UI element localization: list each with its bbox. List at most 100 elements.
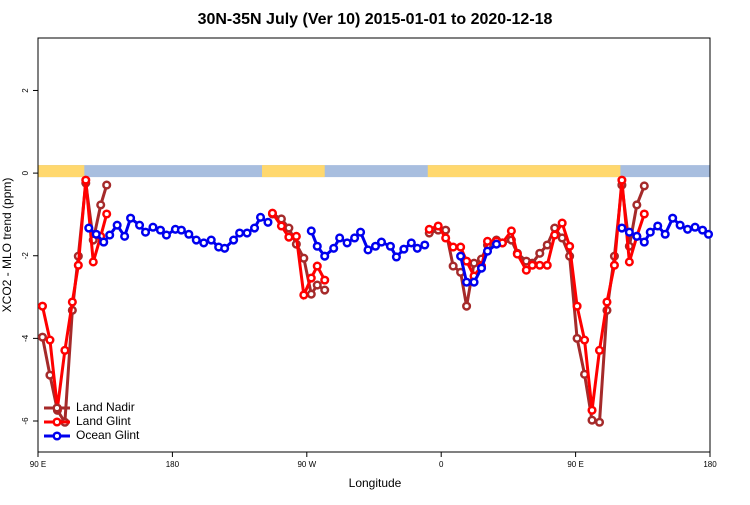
- point: [527, 260, 537, 270]
- point: [703, 229, 714, 239]
- point: [329, 243, 339, 253]
- x-tick-label: 180: [166, 460, 180, 469]
- point: [356, 227, 366, 237]
- y-tick-label: 2: [21, 88, 30, 93]
- point: [96, 200, 106, 210]
- point: [660, 229, 670, 239]
- point: [206, 235, 216, 245]
- x-tick-label: 0: [439, 460, 444, 469]
- point: [420, 240, 430, 250]
- point: [624, 227, 634, 237]
- point: [491, 239, 502, 249]
- y-tick-label: -6: [21, 417, 30, 425]
- point: [399, 244, 409, 254]
- point: [350, 233, 360, 243]
- point: [84, 223, 94, 233]
- point: [134, 220, 145, 230]
- point: [320, 251, 330, 261]
- point: [697, 225, 708, 235]
- point: [690, 222, 700, 232]
- point: [639, 209, 649, 219]
- land-strip: [262, 165, 325, 178]
- point: [639, 181, 649, 191]
- point: [102, 180, 112, 190]
- point: [482, 236, 493, 246]
- point: [37, 332, 48, 342]
- point: [617, 223, 627, 233]
- point: [306, 289, 316, 299]
- point: [102, 209, 112, 219]
- point: [267, 208, 278, 218]
- point: [263, 217, 273, 227]
- point: [99, 237, 109, 247]
- point: [462, 277, 472, 287]
- legend-marker: [52, 431, 62, 441]
- point: [632, 231, 642, 241]
- point: [335, 233, 345, 243]
- legend-marker: [52, 403, 62, 413]
- point: [320, 285, 330, 295]
- point: [148, 222, 158, 232]
- point: [521, 265, 531, 275]
- point: [126, 213, 136, 223]
- x-axis-label: Longitude: [349, 476, 402, 490]
- point: [424, 224, 434, 234]
- point: [617, 175, 627, 185]
- point: [370, 241, 381, 251]
- point: [312, 241, 322, 251]
- point: [469, 258, 479, 268]
- point: [572, 333, 582, 343]
- point: [462, 301, 472, 311]
- point: [312, 261, 322, 271]
- point: [220, 243, 230, 253]
- point: [675, 220, 685, 230]
- point: [81, 175, 91, 185]
- point: [645, 227, 655, 237]
- point: [557, 218, 567, 228]
- point: [482, 246, 493, 256]
- point: [284, 232, 294, 242]
- point: [363, 245, 373, 255]
- point: [306, 226, 316, 236]
- point: [406, 238, 416, 248]
- point: [37, 301, 48, 311]
- point: [45, 335, 55, 345]
- x-tick-label: 90 W: [297, 460, 316, 469]
- point: [572, 301, 582, 311]
- point: [639, 237, 649, 247]
- x-tick-label: 90 E: [567, 460, 583, 469]
- point: [155, 225, 166, 235]
- point: [229, 235, 239, 245]
- point: [448, 261, 458, 271]
- point: [565, 241, 575, 251]
- point: [161, 230, 171, 240]
- land-strip: [38, 165, 85, 178]
- point: [299, 290, 309, 300]
- point: [624, 257, 634, 267]
- point: [535, 248, 545, 258]
- point: [276, 221, 286, 231]
- point: [412, 243, 422, 253]
- plot-frame: [37, 37, 711, 453]
- point: [683, 224, 693, 234]
- point: [550, 230, 560, 240]
- point: [73, 260, 83, 270]
- point: [609, 260, 619, 270]
- point: [67, 297, 77, 307]
- legend-label: Land Glint: [76, 414, 131, 428]
- point: [653, 221, 663, 231]
- point: [580, 335, 590, 345]
- point: [535, 260, 545, 270]
- point: [456, 242, 466, 252]
- point: [506, 226, 516, 236]
- y-axis-label: XCO2 - MLO trend (ppm): [0, 178, 14, 313]
- point: [433, 221, 443, 231]
- y-tick-label: -2: [21, 252, 30, 260]
- y-tick-label: 0: [21, 170, 30, 175]
- point: [602, 297, 612, 307]
- point: [594, 417, 605, 427]
- point: [306, 273, 316, 283]
- point: [557, 233, 567, 243]
- point: [191, 235, 201, 245]
